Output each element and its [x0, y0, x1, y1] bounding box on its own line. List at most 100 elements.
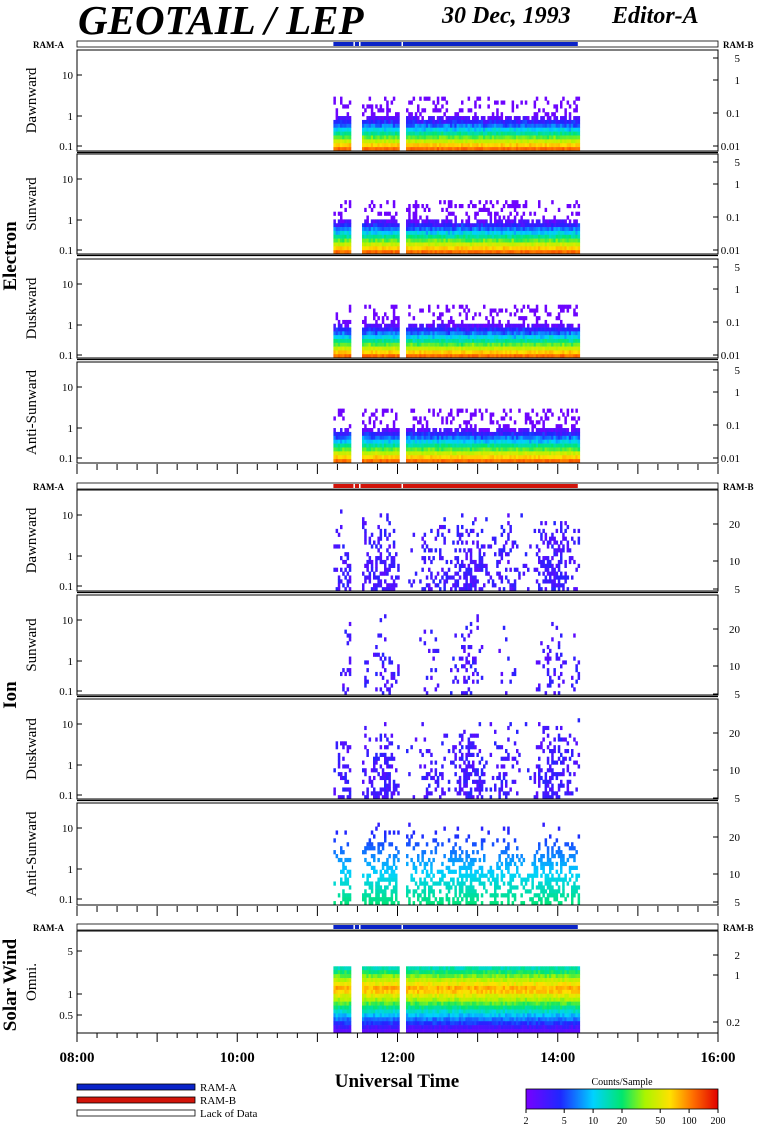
spectrogram-cell	[505, 552, 508, 557]
spectrogram-cell	[494, 354, 497, 358]
spectrogram-cell	[342, 342, 345, 347]
spectrogram-cell	[445, 455, 449, 460]
spectrogram-cell	[575, 338, 578, 344]
spectrogram-cell	[373, 338, 376, 344]
spectrogram-cell	[575, 312, 578, 317]
spectrogram-cell	[524, 143, 528, 148]
spectrogram-cell	[575, 223, 578, 228]
spectrogram-cell	[388, 227, 391, 232]
spectrogram-cell	[516, 350, 519, 355]
y2-tick-label: 0.1	[726, 108, 740, 120]
spectrogram-cell	[456, 571, 460, 576]
spectrogram-cell	[443, 583, 446, 588]
spectrogram-cell	[456, 428, 460, 433]
spectrogram-cell	[368, 147, 372, 151]
spectrogram-cell	[505, 424, 508, 429]
spectrogram-cell	[397, 123, 400, 128]
spectrogram-cell	[423, 127, 427, 132]
spectrogram-cell	[392, 579, 396, 584]
spectrogram-cell	[397, 567, 400, 572]
panel-frame	[76, 49, 719, 152]
spectrogram-cell	[414, 139, 418, 144]
spectrogram-cell	[513, 131, 517, 136]
spectrogram-cell	[535, 431, 539, 437]
spectrogram-cell	[456, 435, 460, 440]
spectrogram-cell	[388, 323, 391, 328]
spectrogram-cell	[538, 131, 541, 136]
spectrogram-cell	[535, 346, 539, 351]
spectrogram-cell	[498, 308, 501, 313]
spectrogram-cell	[421, 108, 424, 113]
spectrogram-cell	[370, 412, 374, 417]
spectrogram-cell	[370, 139, 374, 144]
spectrogram-cell	[340, 439, 343, 444]
spectrogram-cell	[520, 215, 523, 220]
spectrogram-cell	[450, 242, 453, 247]
spectrogram-cell	[538, 687, 541, 692]
spectrogram-cell	[414, 246, 418, 251]
spectrogram-cell	[529, 443, 532, 448]
spectrogram-cell	[428, 455, 431, 460]
spectrogram-cell	[419, 354, 422, 358]
spectrogram-cell	[474, 116, 477, 121]
spectrogram-cell	[546, 668, 550, 673]
spectrogram-cell	[344, 319, 347, 325]
spectrogram-cell	[507, 451, 510, 456]
spectrogram-cell	[379, 131, 383, 136]
spectrogram-cell	[533, 435, 537, 440]
spectrogram-cell	[423, 435, 427, 440]
spectrogram-cell	[443, 327, 446, 332]
spectrogram-cell	[366, 323, 369, 328]
spectrogram-cell	[498, 443, 501, 448]
spectrogram-cell	[575, 108, 578, 113]
spectrogram-cell	[474, 139, 477, 144]
spectrogram-cell	[344, 691, 347, 695]
spectrogram-cell	[505, 135, 508, 140]
spectrogram-cell	[417, 459, 420, 463]
spectrogram-cell	[553, 354, 556, 358]
spectrogram-cell	[458, 327, 462, 332]
spectrogram-cell	[480, 459, 484, 463]
spectrogram-cell	[483, 428, 486, 433]
spectrogram-cell	[368, 104, 372, 109]
spectrogram-cell	[436, 528, 440, 534]
spectrogram-cell	[333, 211, 336, 216]
spectrogram-cell	[524, 242, 528, 247]
spectrogram-cell	[348, 116, 352, 121]
spectrogram-cell	[489, 119, 493, 125]
spectrogram-cell	[546, 459, 550, 463]
spectrogram-cell	[513, 455, 517, 460]
spectrogram-cell	[467, 645, 471, 650]
spectrogram-cell	[373, 234, 376, 239]
spectrogram-cell	[544, 556, 548, 561]
spectrogram-cell	[386, 350, 389, 355]
spectrogram-cell	[364, 428, 367, 433]
spectrogram-cell	[487, 96, 490, 101]
spectrogram-cell	[461, 342, 464, 347]
spectrogram-cell	[474, 338, 477, 344]
spectrogram-cell	[511, 238, 515, 243]
spectrogram-cell	[529, 135, 532, 140]
spectrogram-cell	[337, 147, 341, 151]
spectrogram-cell	[368, 571, 372, 576]
spectrogram-cell	[392, 304, 396, 309]
spectrogram-cell	[436, 131, 440, 136]
spectrogram-cell	[518, 316, 521, 321]
spectrogram-cell	[562, 532, 565, 537]
spectrogram-cell	[421, 354, 424, 358]
spectrogram-cell	[467, 439, 471, 444]
spectrogram-cell	[375, 338, 378, 344]
spectrogram-cell	[368, 304, 372, 309]
spectrogram-cell	[408, 234, 411, 239]
spectrogram-cell	[335, 246, 339, 251]
spectrogram-cell	[549, 335, 552, 340]
spectrogram-cell	[483, 116, 486, 121]
spectrogram-cell	[487, 319, 490, 325]
spectrogram-cell	[373, 230, 376, 236]
spectrogram-cell	[337, 346, 341, 351]
spectrogram-cell	[472, 327, 475, 332]
spectrogram-cell	[560, 127, 563, 132]
spectrogram-cell	[551, 451, 554, 456]
spectrogram-cell	[368, 536, 372, 541]
spectrogram-cell	[553, 223, 556, 228]
